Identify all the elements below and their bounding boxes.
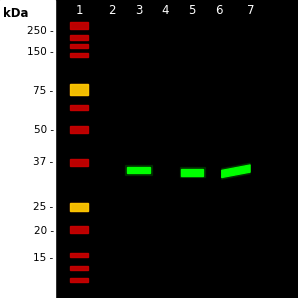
- Bar: [70, 203, 88, 211]
- Text: 150 -: 150 -: [27, 47, 54, 57]
- Bar: [70, 266, 88, 270]
- Bar: [70, 159, 88, 166]
- Bar: [181, 169, 203, 176]
- Bar: [70, 278, 88, 282]
- Bar: [70, 44, 88, 48]
- Bar: [70, 226, 88, 233]
- Bar: [70, 53, 88, 57]
- Bar: [70, 105, 88, 110]
- Bar: [70, 22, 88, 29]
- Text: 2: 2: [108, 4, 116, 17]
- Text: 75 -: 75 -: [33, 86, 54, 96]
- Bar: [179, 167, 205, 177]
- Bar: [70, 253, 88, 257]
- Bar: [70, 35, 88, 40]
- Text: 7: 7: [246, 4, 254, 17]
- Bar: [70, 84, 88, 95]
- Bar: [127, 167, 150, 173]
- Text: kDa: kDa: [3, 7, 29, 21]
- Text: 4: 4: [162, 4, 169, 17]
- Text: 3: 3: [135, 4, 142, 17]
- Text: 6: 6: [215, 4, 223, 17]
- Bar: [70, 84, 88, 95]
- Bar: [0, 0, 55, 298]
- Text: 50 -: 50 -: [33, 125, 54, 135]
- Text: 15 -: 15 -: [33, 253, 54, 263]
- Text: 1: 1: [75, 4, 83, 17]
- Bar: [70, 203, 88, 211]
- Bar: [125, 165, 152, 175]
- Text: 20 -: 20 -: [33, 226, 54, 236]
- Text: 25 -: 25 -: [33, 202, 54, 212]
- Bar: [70, 126, 88, 133]
- Text: 5: 5: [189, 4, 196, 17]
- Text: 37 -: 37 -: [33, 157, 54, 167]
- Text: 250 -: 250 -: [27, 26, 54, 36]
